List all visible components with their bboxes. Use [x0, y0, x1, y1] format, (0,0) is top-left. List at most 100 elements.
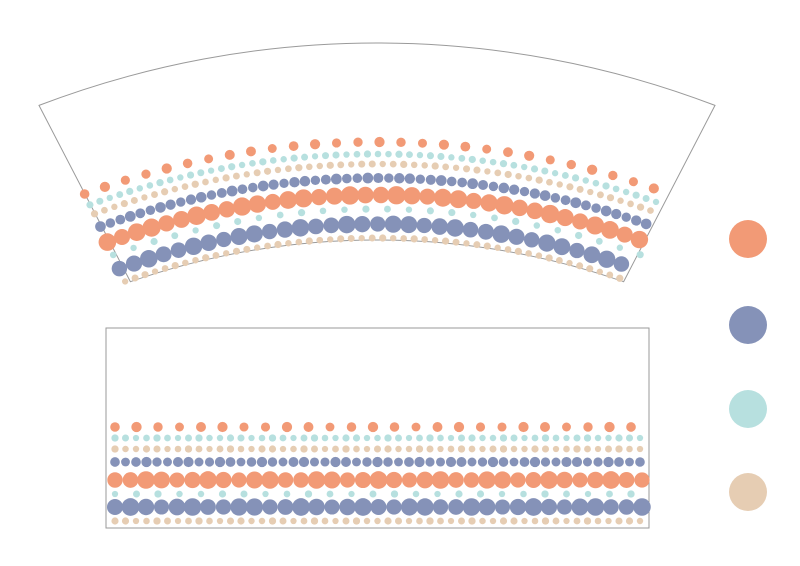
dot	[218, 490, 227, 498]
dot	[612, 185, 620, 193]
dot	[535, 176, 543, 184]
dot	[478, 471, 496, 489]
dot	[379, 234, 387, 242]
dot	[231, 472, 247, 488]
dot	[362, 172, 374, 184]
dot	[237, 517, 245, 525]
dot	[470, 211, 477, 219]
dot	[518, 421, 529, 433]
dot	[327, 236, 334, 243]
dot	[521, 163, 528, 171]
dot	[276, 211, 284, 219]
dot	[603, 456, 614, 468]
dot	[136, 185, 144, 192]
dot	[232, 247, 241, 255]
dot	[560, 195, 571, 206]
flat-slate-bead-row	[106, 498, 651, 516]
dot	[504, 246, 512, 253]
dot	[163, 457, 172, 467]
dot	[132, 490, 141, 498]
dot	[627, 200, 634, 208]
dot	[468, 434, 476, 442]
sand-swatch	[729, 473, 767, 511]
dot	[605, 445, 612, 453]
dot	[600, 205, 612, 217]
dot	[168, 498, 186, 516]
dot	[636, 445, 644, 453]
dot	[122, 472, 139, 488]
dot	[632, 191, 640, 199]
dot	[608, 170, 618, 181]
dot	[226, 434, 235, 442]
dot	[308, 498, 325, 516]
dot	[130, 244, 137, 252]
dot	[143, 517, 150, 525]
dot	[121, 278, 129, 285]
dot	[442, 163, 450, 171]
dot	[164, 445, 171, 453]
dot	[499, 434, 508, 442]
dot	[258, 434, 266, 442]
dot	[206, 445, 213, 453]
dot	[400, 160, 408, 169]
dot	[292, 498, 310, 516]
dot	[153, 471, 170, 489]
dot	[206, 517, 213, 525]
dot	[332, 434, 339, 442]
dot	[246, 471, 263, 489]
dot	[259, 158, 267, 166]
dot	[279, 191, 297, 209]
dot	[261, 471, 279, 489]
dot	[277, 499, 294, 515]
dot	[412, 490, 420, 498]
dot	[633, 498, 651, 516]
dot	[584, 445, 591, 453]
dot	[187, 206, 206, 225]
dot	[158, 215, 175, 232]
dot	[511, 199, 528, 217]
dot	[276, 221, 294, 238]
dot	[204, 154, 214, 164]
curved-slate-dot-row	[95, 172, 652, 232]
dot	[586, 498, 605, 516]
dot	[268, 434, 277, 442]
dot	[563, 517, 570, 525]
dot	[425, 174, 436, 185]
dot	[525, 472, 542, 488]
dot	[342, 445, 350, 453]
dot	[426, 434, 434, 442]
dot	[533, 222, 541, 229]
dot	[410, 161, 418, 169]
dot	[281, 421, 293, 433]
dot	[141, 271, 149, 279]
dot	[121, 434, 130, 442]
dot	[288, 141, 299, 151]
dot	[153, 517, 161, 525]
dot	[583, 457, 592, 467]
dot	[183, 498, 202, 516]
dot	[256, 456, 268, 468]
dot	[111, 203, 118, 211]
dot	[343, 151, 350, 158]
dot	[348, 490, 355, 498]
dot	[195, 517, 203, 525]
dot	[404, 173, 416, 184]
dot	[192, 227, 199, 234]
dot	[216, 231, 232, 248]
dot	[519, 457, 530, 467]
dot	[110, 422, 120, 432]
dot	[571, 174, 580, 182]
dot	[316, 162, 323, 170]
dot	[521, 445, 528, 453]
dot	[305, 237, 313, 245]
dot	[394, 517, 403, 525]
dot	[457, 177, 468, 188]
dot	[519, 186, 530, 197]
dot	[191, 180, 199, 188]
dot	[197, 169, 205, 177]
dot	[164, 434, 171, 442]
dot	[310, 189, 328, 206]
dot	[300, 434, 308, 442]
dot	[109, 251, 117, 259]
dot	[373, 445, 382, 453]
